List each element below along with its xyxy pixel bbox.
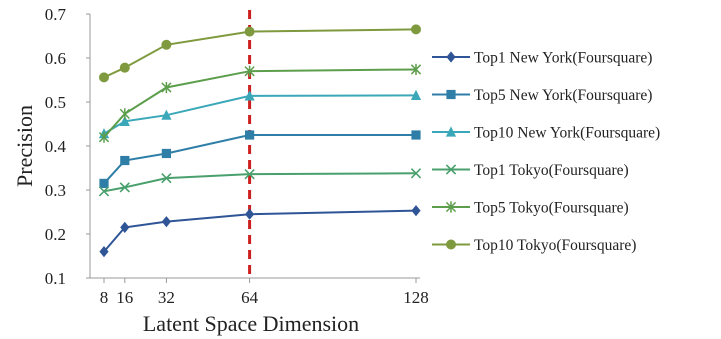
- data-point: [161, 216, 171, 228]
- y-tick-label: 0.4: [45, 137, 67, 156]
- legend-item: Top1 Tokyo(Foursquare): [432, 162, 629, 179]
- legend-item: Top10 New York(Foursquare): [432, 125, 660, 142]
- y-tick-label: 0.3: [45, 181, 66, 200]
- data-point: [244, 90, 255, 101]
- y-tick-labels: 0.1 0.2 0.3 0.4 0.5 0.6 0.7: [45, 5, 90, 288]
- legend-item: Top1 New York(Foursquare): [432, 50, 652, 67]
- data-point: [245, 208, 255, 220]
- data-point: [245, 130, 255, 140]
- data-point: [98, 131, 110, 143]
- data-point: [119, 115, 130, 126]
- y-axis-title: Precision: [12, 105, 37, 187]
- x-tick-labels: 8 16 32 64 128: [100, 278, 429, 307]
- series-line: [103, 94, 417, 135]
- data-point: [411, 24, 421, 35]
- y-tick-label: 0.7: [45, 5, 67, 24]
- data-point: [244, 65, 255, 77]
- data-point: [410, 89, 422, 100]
- legend-label: Top5 Tokyo(Foursquare): [474, 200, 629, 217]
- series-2: [99, 130, 421, 188]
- axes: [89, 14, 420, 279]
- x-tick-label: 16: [116, 288, 133, 307]
- data-point: [120, 155, 130, 166]
- series-1: [99, 205, 421, 258]
- series-3: [98, 89, 422, 139]
- data-point: [98, 186, 110, 197]
- legend-marker: [446, 51, 456, 63]
- y-tick-label: 0.6: [45, 49, 66, 68]
- y-tick-label: 0.5: [45, 93, 66, 112]
- data-point: [161, 81, 172, 94]
- data-point: [411, 205, 421, 217]
- series-line: [103, 172, 417, 193]
- data-point: [410, 168, 422, 179]
- legend-label: Top1 Tokyo(Foursquare): [474, 162, 629, 179]
- series-line: [103, 209, 417, 253]
- legend-label: Top5 New York(Foursquare): [474, 87, 652, 104]
- x-axis-title: Latent Space Dimension: [143, 311, 359, 336]
- x-tick-label: 64: [241, 288, 259, 307]
- legend-item: Top10 Tokyo(Foursquare): [432, 237, 636, 254]
- legend-marker: [445, 164, 457, 175]
- series-line: [103, 68, 417, 138]
- legend-marker: [446, 239, 456, 250]
- data-point: [161, 172, 172, 184]
- data-point: [119, 108, 130, 120]
- data-point: [161, 109, 172, 120]
- data-point: [120, 221, 130, 233]
- data-point: [99, 72, 109, 83]
- legend-marker: [445, 201, 457, 213]
- x-tick-label: 32: [158, 288, 175, 307]
- legend-marker: [446, 89, 456, 100]
- series-line: [103, 134, 416, 185]
- series-4: [98, 168, 422, 197]
- data-point: [119, 62, 130, 73]
- data-point: [99, 178, 109, 188]
- legend-item: Top5 New York(Foursquare): [432, 87, 652, 104]
- legend-label: Top10 Tokyo(Foursquare): [474, 237, 636, 254]
- y-tick-label: 0.2: [45, 225, 66, 244]
- x-tick-label: 8: [100, 288, 109, 307]
- series-lines: [98, 24, 422, 258]
- y-tick-label: 0.1: [45, 269, 66, 288]
- data-point: [99, 246, 109, 258]
- series-6: [99, 24, 421, 83]
- data-point: [244, 168, 255, 180]
- data-point: [161, 148, 171, 159]
- x-tick-label: 128: [403, 288, 429, 307]
- data-point: [244, 26, 255, 37]
- series-5: [98, 63, 422, 143]
- legend-item: Top5 Tokyo(Foursquare): [432, 200, 629, 217]
- legend-label: Top10 New York(Foursquare): [474, 125, 660, 142]
- data-point: [161, 39, 172, 50]
- data-point: [119, 182, 130, 193]
- legend-marker: [445, 126, 457, 137]
- data-point: [410, 63, 422, 76]
- legend: Top1 New York(Foursquare) Top5 New York(F…: [432, 50, 660, 254]
- legend-label: Top1 New York(Foursquare): [474, 50, 652, 67]
- data-point: [411, 130, 421, 140]
